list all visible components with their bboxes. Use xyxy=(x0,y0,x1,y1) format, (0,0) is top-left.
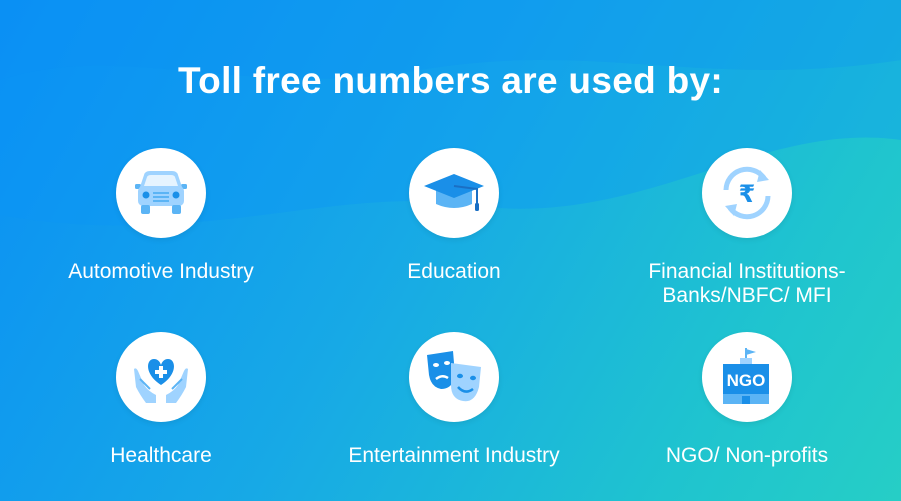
category-ngo: NGO NGO/ Non-profits xyxy=(597,332,897,468)
category-entertainment: Entertainment Industry xyxy=(304,332,604,468)
ngo-building-icon: NGO xyxy=(723,348,769,404)
page-title: Toll free numbers are used by: xyxy=(178,60,723,101)
category-automotive: Automotive Industry xyxy=(11,148,311,284)
category-financial-institutions: ₹ Financial Institutions- Banks/NBFC/ MF… xyxy=(597,148,897,308)
category-label: NGO/ Non-profits xyxy=(665,444,829,467)
theater-masks-icon xyxy=(427,351,481,402)
graduation-cap-icon xyxy=(424,174,484,211)
label-line-1: Financial Institutions- xyxy=(648,260,846,283)
icon-circle: ₹ xyxy=(702,148,792,238)
category-label: Education xyxy=(407,260,501,283)
icon-circle xyxy=(409,148,499,238)
icon-circle: NGO xyxy=(702,332,792,422)
category-education: Education xyxy=(304,148,604,284)
category-healthcare: Healthcare xyxy=(11,332,311,468)
heart-hands-icon xyxy=(134,359,188,403)
svg-text:₹: ₹ xyxy=(739,180,756,208)
icon-circle xyxy=(409,332,499,422)
icon-circle xyxy=(116,332,206,422)
ngo-icon-text: NGO xyxy=(727,371,766,390)
category-label: Financial Institutions- Banks/NBFC/ MFI xyxy=(597,260,897,308)
category-label: Entertainment Industry xyxy=(348,444,560,467)
icon-circle xyxy=(116,148,206,238)
rupee-cycle-icon: ₹ xyxy=(723,166,771,220)
label-line-2: Banks/NBFC/ MFI xyxy=(662,284,832,307)
category-label: Healthcare xyxy=(110,444,212,467)
car-icon xyxy=(135,171,187,214)
category-label: Automotive Industry xyxy=(68,260,254,283)
